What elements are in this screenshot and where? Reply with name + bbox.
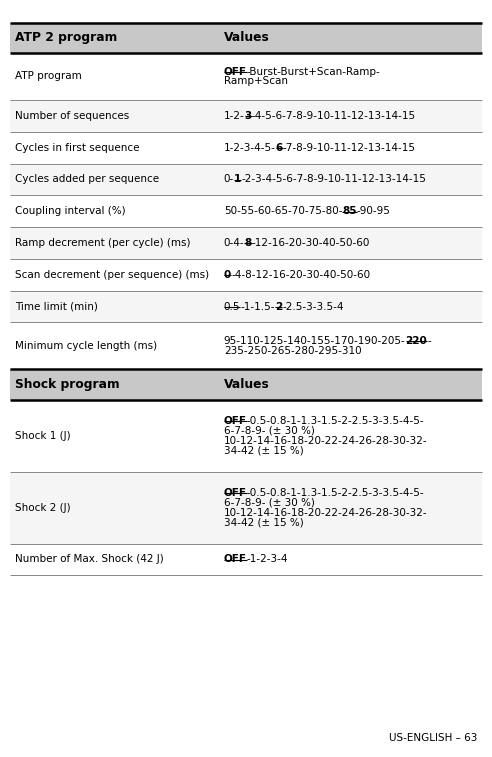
Bar: [10, 472, 482, 544]
Text: ATP 2 program: ATP 2 program: [15, 31, 117, 45]
Text: 0.5: 0.5: [224, 301, 241, 312]
Text: 6: 6: [276, 142, 283, 153]
Text: Ramp+Scan: Ramp+Scan: [224, 76, 288, 86]
Text: 10-12-14-16-18-20-22-24-26-28-30-32-: 10-12-14-16-18-20-22-24-26-28-30-32-: [224, 436, 428, 446]
Text: -4-5-6-7-8-9-10-11-12-13-14-15: -4-5-6-7-8-9-10-11-12-13-14-15: [252, 111, 416, 121]
Text: Shock 1 (J): Shock 1 (J): [15, 431, 70, 441]
Text: 34-42 (± 15 %): 34-42 (± 15 %): [224, 518, 304, 528]
Text: 10-12-14-16-18-20-22-24-26-28-30-32-: 10-12-14-16-18-20-22-24-26-28-30-32-: [224, 508, 428, 518]
Text: Cycles added per sequence: Cycles added per sequence: [15, 174, 159, 185]
Text: Number of Max. Shock (42 J): Number of Max. Shock (42 J): [15, 554, 163, 565]
Text: -1-1.5-: -1-1.5-: [241, 301, 275, 312]
Text: 34-42 (± 15 %): 34-42 (± 15 %): [224, 446, 304, 456]
Text: 6-7-8-9- (± 30 %): 6-7-8-9- (± 30 %): [224, 497, 315, 508]
Text: -4-8-12-16-20-30-40-50-60: -4-8-12-16-20-30-40-50-60: [231, 269, 370, 280]
Text: 235-250-265-280-295-310: 235-250-265-280-295-310: [224, 346, 362, 356]
Text: Values: Values: [224, 31, 270, 45]
Text: US-ENGLISH – 63: US-ENGLISH – 63: [389, 734, 477, 743]
Text: -1-2-3-4: -1-2-3-4: [247, 554, 288, 565]
Bar: [10, 227, 482, 259]
Text: 1-2-3-4-5-: 1-2-3-4-5-: [224, 142, 276, 153]
Text: OFF: OFF: [224, 554, 247, 565]
Text: 95-110-125-140-155-170-190-205-: 95-110-125-140-155-170-190-205-: [224, 336, 405, 346]
Text: OFF: OFF: [224, 488, 247, 498]
Text: 0: 0: [224, 269, 231, 280]
Text: Time limit (min): Time limit (min): [15, 301, 97, 312]
Text: -Burst-Burst+Scan-Ramp-: -Burst-Burst+Scan-Ramp-: [247, 67, 381, 76]
Text: -2.5-3-3.5-4: -2.5-3-3.5-4: [282, 301, 343, 312]
Text: 1-2-: 1-2-: [224, 111, 245, 121]
Text: 1: 1: [234, 174, 242, 185]
Text: 6-7-8-9- (± 30 %): 6-7-8-9- (± 30 %): [224, 425, 315, 436]
Text: -7-8-9-10-11-12-13-14-15: -7-8-9-10-11-12-13-14-15: [283, 142, 416, 153]
Text: Coupling interval (%): Coupling interval (%): [15, 206, 125, 217]
Bar: [10, 259, 482, 291]
Text: Ramp decrement (per cycle) (ms): Ramp decrement (per cycle) (ms): [15, 238, 190, 248]
Bar: [10, 291, 482, 322]
Text: 8: 8: [245, 238, 252, 248]
Text: -0.5-0.8-1-1.3-1.5-2-2.5-3-3.5-4-5-: -0.5-0.8-1-1.3-1.5-2-2.5-3-3.5-4-5-: [247, 416, 425, 426]
Text: Shock program: Shock program: [15, 378, 120, 391]
Bar: [10, 164, 482, 195]
Text: Cycles in first sequence: Cycles in first sequence: [15, 142, 139, 153]
Bar: [10, 195, 482, 227]
Bar: [10, 322, 482, 369]
Text: 220: 220: [405, 336, 428, 346]
Bar: [10, 23, 482, 53]
Text: -2-3-4-5-6-7-8-9-10-11-12-13-14-15: -2-3-4-5-6-7-8-9-10-11-12-13-14-15: [242, 174, 426, 185]
Text: 2: 2: [275, 301, 282, 312]
Bar: [10, 400, 482, 472]
Text: -12-16-20-30-40-50-60: -12-16-20-30-40-50-60: [252, 238, 370, 248]
Text: 0-4-: 0-4-: [224, 238, 245, 248]
Text: Values: Values: [224, 378, 270, 391]
Text: Number of sequences: Number of sequences: [15, 111, 129, 121]
Text: 50-55-60-65-70-75-80-: 50-55-60-65-70-75-80-: [224, 206, 342, 217]
Text: 85: 85: [342, 206, 357, 217]
Text: OFF: OFF: [224, 67, 247, 76]
Text: -: -: [428, 336, 431, 346]
Text: 3: 3: [245, 111, 252, 121]
Text: Minimum cycle length (ms): Minimum cycle length (ms): [15, 341, 157, 351]
Text: 0-: 0-: [224, 174, 234, 185]
Bar: [10, 544, 482, 575]
Text: ATP program: ATP program: [15, 71, 82, 82]
Text: -90-95: -90-95: [357, 206, 391, 217]
Bar: [10, 369, 482, 400]
Bar: [10, 53, 482, 100]
Text: OFF: OFF: [224, 416, 247, 426]
Bar: [10, 132, 482, 164]
Text: Scan decrement (per sequence) (ms): Scan decrement (per sequence) (ms): [15, 269, 209, 280]
Text: Shock 2 (J): Shock 2 (J): [15, 503, 70, 512]
Bar: [10, 100, 482, 132]
Text: -0.5-0.8-1-1.3-1.5-2-2.5-3-3.5-4-5-: -0.5-0.8-1-1.3-1.5-2-2.5-3-3.5-4-5-: [247, 488, 425, 498]
